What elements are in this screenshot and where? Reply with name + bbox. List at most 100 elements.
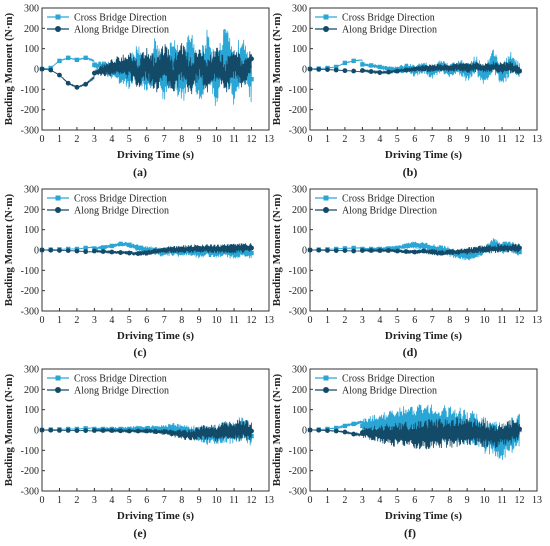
legend-marker-square (323, 375, 329, 381)
data-point (473, 64, 479, 70)
data-point (490, 64, 496, 70)
data-point (386, 69, 391, 75)
data-point (377, 422, 383, 427)
x-tick-label: 10 (212, 315, 222, 326)
data-point (153, 426, 158, 431)
panel-label: (b) (403, 165, 418, 179)
legend-marker-square (55, 195, 61, 201)
data-point (179, 431, 185, 437)
y-tick-label: -300 (21, 307, 39, 318)
legend-marker-circle (55, 26, 61, 32)
data-point (135, 428, 141, 434)
data-point (57, 428, 62, 433)
x-tick-label: 6 (412, 315, 417, 326)
y-tick-label: 0 (302, 426, 307, 437)
data-point (161, 429, 167, 435)
data-point (100, 67, 106, 73)
data-point (240, 245, 246, 251)
data-point (223, 51, 228, 56)
data-point (403, 243, 409, 249)
data-point (447, 430, 453, 436)
data-point (240, 427, 246, 433)
x-axis-label: Driving Time (s) (117, 510, 195, 522)
data-point (386, 432, 391, 437)
y-axis-label: Bending Moment (N·m) (3, 193, 15, 306)
x-tick-label: 8 (447, 495, 452, 506)
data-point (135, 251, 141, 256)
data-point (447, 249, 453, 255)
x-tick-label: 1 (325, 134, 330, 145)
data-point (517, 249, 522, 255)
data-point (351, 248, 357, 254)
data-point (144, 250, 150, 256)
data-point (179, 57, 185, 63)
data-point (135, 245, 141, 251)
data-point (144, 247, 149, 253)
data-point (153, 429, 158, 434)
data-point (83, 81, 89, 87)
data-point (57, 72, 62, 78)
data-point (430, 69, 435, 75)
data-point (188, 52, 193, 57)
x-tick-label: 12 (515, 134, 525, 145)
x-tick-label: 1 (325, 315, 330, 326)
data-point (368, 422, 374, 428)
y-tick-label: -300 (289, 126, 307, 137)
data-point (482, 430, 488, 436)
x-tick-label: 9 (465, 315, 470, 326)
y-tick-label: -200 (289, 105, 307, 116)
data-point (92, 62, 97, 68)
data-point (153, 248, 158, 254)
data-point (196, 58, 202, 64)
x-tick-label: 3 (360, 495, 365, 506)
x-tick-label: 3 (92, 495, 97, 506)
legend-label-along: Along Bridge Direction (342, 206, 437, 217)
data-point (447, 65, 453, 71)
legend-label-cross: Cross Bridge Direction (74, 374, 167, 385)
x-tick-label: 1 (57, 495, 62, 506)
y-axis-label: Bending Moment (N·m) (271, 12, 283, 125)
y-tick-label: -200 (21, 466, 39, 477)
x-tick-label: 4 (377, 495, 382, 506)
x-tick-label: 5 (395, 134, 400, 145)
x-axis-label: Driving Time (s) (117, 149, 195, 161)
data-point (196, 430, 202, 436)
data-point (240, 72, 246, 78)
x-tick-label: 7 (430, 134, 435, 145)
x-tick-label: 7 (430, 315, 435, 326)
x-tick-label: 2 (342, 315, 347, 326)
data-point (170, 425, 176, 431)
data-point (57, 248, 62, 253)
data-point (231, 79, 237, 84)
data-point (351, 431, 357, 437)
x-tick-label: 7 (430, 495, 435, 506)
data-point (316, 67, 322, 72)
x-tick-label: 9 (197, 134, 202, 145)
y-axis-label: Bending Moment (N·m) (271, 193, 283, 306)
data-point (135, 58, 141, 64)
data-point (57, 58, 62, 64)
panel-label: (a) (133, 165, 147, 179)
data-point (508, 243, 514, 249)
panel-label: (c) (133, 345, 146, 359)
y-tick-label: 200 (24, 24, 39, 35)
data-point (394, 432, 400, 438)
y-tick-label: 300 (24, 365, 39, 376)
x-tick-label: 12 (515, 315, 525, 326)
x-tick-label: 3 (92, 134, 97, 145)
x-tick-label: 0 (308, 134, 313, 145)
legend-label-along: Along Bridge Direction (74, 206, 169, 217)
data-point (394, 248, 400, 254)
x-tick-label: 5 (127, 134, 132, 145)
x-tick-label: 1 (57, 134, 62, 145)
data-point (517, 426, 522, 432)
data-point (144, 75, 149, 81)
y-tick-label: -200 (21, 105, 39, 116)
legend-label-along: Along Bridge Direction (74, 25, 169, 36)
data-point (499, 431, 505, 437)
data-point (438, 420, 444, 426)
data-point (499, 245, 505, 251)
